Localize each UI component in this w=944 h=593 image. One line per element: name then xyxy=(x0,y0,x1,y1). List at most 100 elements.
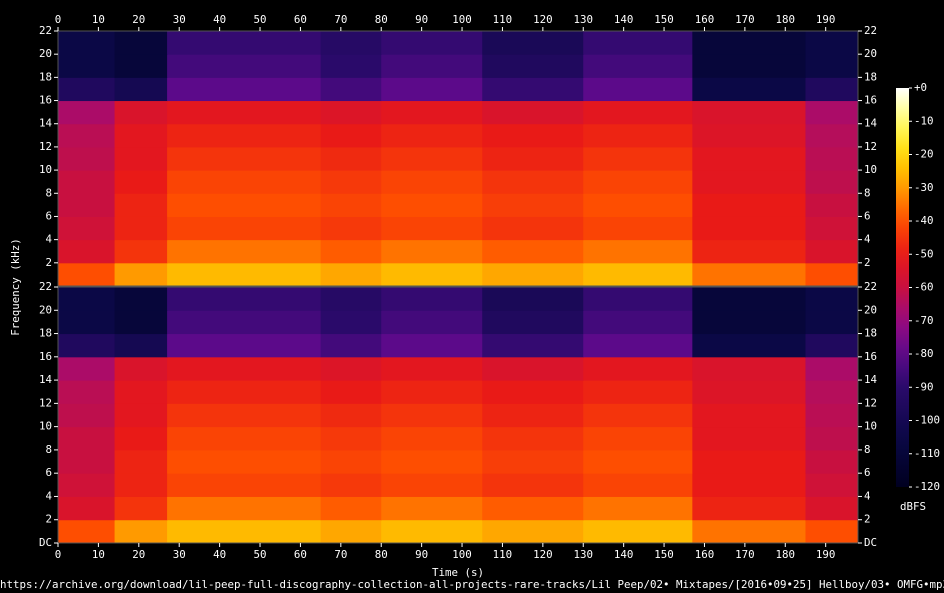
spectrum-cell xyxy=(320,473,382,497)
spectrum-cell xyxy=(482,496,584,521)
spectrum-cell xyxy=(805,100,859,125)
spectrum-cell xyxy=(167,31,322,55)
y-tick-label-right: 6 xyxy=(864,209,871,222)
spectrum-cell xyxy=(58,193,116,217)
spectrum-cell xyxy=(320,239,382,264)
colorbar-tick-label: -90 xyxy=(914,380,934,393)
x-tick-label-top: 110 xyxy=(493,13,513,26)
x-tick-label: 190 xyxy=(816,548,836,561)
spectrum-cell xyxy=(583,449,693,474)
y-tick-label-right: 18 xyxy=(864,327,877,340)
x-tick-label: 130 xyxy=(573,548,593,561)
x-tick-label-top: 140 xyxy=(614,13,634,26)
spectrum-cell xyxy=(692,426,806,451)
spectrum-cell xyxy=(583,216,693,241)
spectrum-cell xyxy=(58,77,116,102)
y-tick-label-right: 22 xyxy=(864,280,877,293)
y-tick-label-right: 12 xyxy=(864,140,877,153)
colorbar-tick-label: -70 xyxy=(914,314,934,327)
spectrum-cell xyxy=(482,100,584,125)
spectrum-cell xyxy=(805,333,859,358)
spectrum-cell xyxy=(58,287,116,311)
spectrum-cell xyxy=(805,170,859,194)
spectrum-cell xyxy=(381,287,483,311)
spectrum-cell xyxy=(482,287,584,311)
spectrum-cell xyxy=(692,100,806,125)
y-tick-label: 4 xyxy=(45,233,52,246)
spectrum-cell xyxy=(320,287,382,311)
spectrum-cell xyxy=(320,216,382,241)
y-tick-label: 8 xyxy=(45,186,52,199)
spectrum-cell xyxy=(583,123,693,148)
spectrum-cell xyxy=(692,77,806,102)
x-axis-label: Time (s) xyxy=(432,566,484,579)
spectrum-cell xyxy=(167,123,322,148)
y-tick-label-right: 22 xyxy=(864,24,877,37)
spectrum-cell xyxy=(320,146,382,171)
spectrum-cell xyxy=(805,216,859,241)
spectrum-cell xyxy=(692,356,806,381)
y-tick-label: 20 xyxy=(39,303,52,316)
spectrum-cell xyxy=(114,54,168,78)
x-tick-label: 30 xyxy=(173,548,186,561)
spectrum-cell xyxy=(583,380,693,404)
spectrum-cell xyxy=(167,426,322,451)
y-tick-label: 12 xyxy=(39,396,52,409)
x-tick-label-top: 40 xyxy=(213,13,226,26)
spectrum-cell xyxy=(114,356,168,381)
colorbar-tick-label: +0 xyxy=(914,81,927,94)
spectrum-cell xyxy=(58,333,116,358)
spectrum-cell xyxy=(805,287,859,311)
y-tick-label: DC xyxy=(39,536,52,549)
spectrum-cell xyxy=(114,519,168,544)
y-tick-label-right: 8 xyxy=(864,186,871,199)
y-tick-label-right: DC xyxy=(864,536,877,549)
x-tick-label-top: 50 xyxy=(254,13,267,26)
spectrum-cell xyxy=(114,193,168,217)
spectrum-cell xyxy=(692,31,806,55)
spectrum-cell xyxy=(381,473,483,497)
caption: https://archive.org/download/lil-peep-fu… xyxy=(0,578,944,591)
spectrum-cell xyxy=(58,310,116,335)
spectrum-cell xyxy=(58,146,116,171)
y-tick-label: 10 xyxy=(39,163,52,176)
spectrum-cell xyxy=(583,146,693,171)
spectrum-cell xyxy=(583,473,693,497)
spectrum-cell xyxy=(58,403,116,428)
y-tick-label: 4 xyxy=(45,489,52,502)
spectrum-cell xyxy=(692,193,806,217)
spectrum-cell xyxy=(167,216,322,241)
colorbar-tick-label: -50 xyxy=(914,247,934,260)
spectrum-cell xyxy=(482,403,584,428)
spectrum-cell xyxy=(114,403,168,428)
spectrum-cell xyxy=(114,426,168,451)
spectrum-cell xyxy=(320,31,382,55)
spectrum-cell xyxy=(167,287,322,311)
spectrum-cell xyxy=(692,216,806,241)
spectrum-cell xyxy=(583,193,693,217)
x-tick-label-top: 60 xyxy=(294,13,307,26)
colorbar-tick-label: -110 xyxy=(914,447,940,460)
spectrum-cell xyxy=(167,170,322,194)
spectrum-cell xyxy=(114,496,168,521)
x-tick-label: 180 xyxy=(776,548,796,561)
spectrum-cell xyxy=(482,380,584,404)
spectrum-cell xyxy=(381,310,483,335)
y-tick-label: 18 xyxy=(39,327,52,340)
spectrum-cell xyxy=(320,310,382,335)
spectrum-cell xyxy=(482,193,584,217)
x-tick-label: 80 xyxy=(375,548,388,561)
spectrum-cell xyxy=(58,262,116,287)
spectrum-cell xyxy=(583,54,693,78)
spectrum-cell xyxy=(692,123,806,148)
spectrum-cell xyxy=(692,496,806,521)
y-tick-label-right: 20 xyxy=(864,47,877,60)
spectrum-cell xyxy=(583,287,693,311)
spectrum-cell xyxy=(58,356,116,381)
colorbar-tick-label: -80 xyxy=(914,347,934,360)
spectrum-cell xyxy=(114,333,168,358)
y-tick-label-right: 16 xyxy=(864,350,877,363)
spectrum-cell xyxy=(692,54,806,78)
x-tick-label: 150 xyxy=(654,548,674,561)
x-tick-label-top: 90 xyxy=(415,13,428,26)
